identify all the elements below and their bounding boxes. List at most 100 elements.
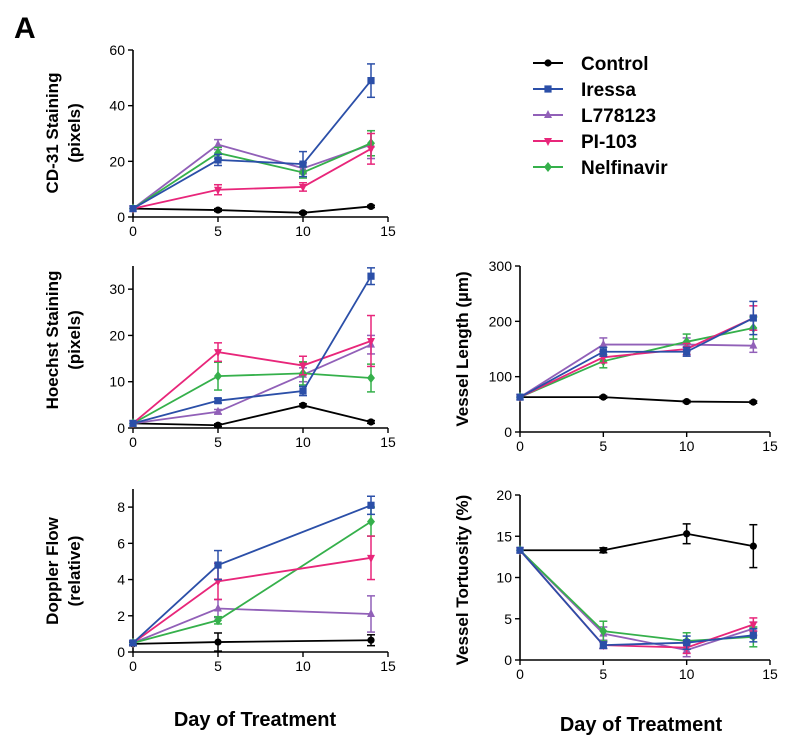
legend-item-pi-103: PI-103 — [533, 132, 637, 153]
chart-doppler: 0 5 10 15 0 2 4 6 8 Doppler Flow (relative) — [43, 489, 396, 674]
series-iressa — [129, 63, 375, 213]
data-point — [516, 546, 524, 554]
series-line-iressa — [519, 549, 754, 647]
x-tick-label: 10 — [295, 434, 311, 450]
legend-marker — [544, 110, 552, 118]
data-point — [214, 578, 222, 587]
x-tick-label: 0 — [516, 666, 524, 682]
series-line-control — [132, 404, 372, 427]
x-tick-label: 10 — [679, 438, 695, 454]
data-point — [214, 406, 222, 415]
data-point — [214, 156, 222, 164]
data-point — [214, 638, 222, 646]
legend-item-iressa: Iressa — [533, 80, 636, 101]
y-tick-label: 100 — [489, 369, 513, 385]
series-line-iressa — [132, 80, 372, 210]
series-l778123 — [129, 334, 375, 427]
series-line-pi-103 — [132, 148, 372, 210]
x-tick-label: 0 — [129, 658, 137, 674]
data-point — [299, 160, 307, 168]
x-tick-label: 5 — [214, 223, 222, 239]
y-tick-label: 4 — [117, 572, 125, 588]
data-point — [516, 393, 524, 401]
series-nelfinavir — [516, 545, 758, 651]
chart-hoechst: 0 5 10 15 0 10 20 30 Hoechst Staining (pixels) — [43, 266, 396, 450]
data-point — [749, 631, 757, 639]
legend-label: L778123 — [581, 106, 656, 127]
data-point — [214, 603, 222, 612]
y-tick-label: 0 — [117, 209, 125, 225]
y-axis-title: Vessel Length (µm) — [453, 271, 472, 426]
series-line-control — [132, 639, 372, 645]
data-point — [599, 348, 607, 356]
data-point — [367, 202, 375, 211]
y-axis-title: CD-31 Staining (pixels) — [43, 73, 84, 194]
series-line-pi-103 — [519, 317, 754, 398]
data-point — [214, 147, 222, 158]
series-pi-103 — [129, 535, 375, 648]
y-tick-label: 0 — [117, 420, 125, 436]
data-point — [599, 546, 607, 554]
y-axis-title-line: (pixels) — [65, 103, 84, 163]
x-tick-label: 10 — [295, 658, 311, 674]
data-point — [599, 393, 607, 401]
y-tick-label: 20 — [496, 487, 512, 503]
y-tick-label: 40 — [109, 98, 125, 114]
y-axis-title: Vessel Tortuosity (%) — [453, 495, 472, 666]
series-line-nelfinavir — [132, 142, 372, 210]
y-axis-title-line: Vessel Tortuosity (%) — [453, 495, 472, 666]
x-tick-label: 0 — [129, 434, 137, 450]
data-point — [367, 554, 375, 563]
data-point — [129, 419, 137, 427]
chart-cd31: 0 5 10 15 0 20 40 60 CD-31 Staining (pixels) — [43, 42, 396, 239]
data-point — [367, 516, 375, 527]
y-axis-title-line: Doppler Flow — [43, 516, 62, 624]
series-nelfinavir — [516, 316, 758, 403]
x-tick-label: 15 — [762, 666, 778, 682]
series-line-nelfinavir — [519, 549, 754, 642]
x-axis-title-right: Day of Treatment — [560, 714, 723, 736]
series-pi-103 — [129, 132, 375, 214]
series-line-iressa — [132, 275, 372, 425]
x-tick-label: 5 — [599, 438, 607, 454]
x-tick-label: 15 — [762, 438, 778, 454]
legend-item-control: Control — [533, 54, 649, 75]
y-tick-label: 10 — [496, 570, 512, 586]
data-point — [367, 418, 375, 426]
series-iressa — [129, 267, 375, 427]
legend-item-nelfinavir: Nelfinavir — [533, 158, 668, 179]
legend-marker — [544, 138, 552, 146]
series-iressa — [516, 300, 758, 401]
x-tick-label: 15 — [380, 434, 396, 450]
y-axis-title: Doppler Flow (relative) — [43, 516, 84, 624]
panel-label: A — [14, 12, 36, 45]
data-point — [214, 186, 222, 195]
y-axis-title-line: Hoechst Staining — [43, 271, 62, 410]
series-line-pi-103 — [519, 549, 754, 649]
data-point — [129, 205, 137, 213]
y-tick-label: 2 — [117, 608, 125, 624]
data-point — [214, 561, 222, 569]
series-line-l778123 — [132, 343, 372, 425]
data-point — [367, 373, 375, 384]
x-tick-label: 15 — [380, 658, 396, 674]
data-point — [214, 397, 222, 405]
series-line-iressa — [519, 317, 754, 398]
legend-item-l778123: L778123 — [533, 106, 656, 127]
data-point — [367, 636, 375, 644]
data-point — [299, 183, 307, 192]
data-point — [683, 348, 691, 356]
series-pi-103 — [516, 305, 758, 403]
legend: Control Iressa L778123 PI-103 Nelfinavir — [533, 54, 668, 179]
legend-marker — [544, 85, 552, 93]
x-tick-label: 5 — [599, 666, 607, 682]
series-line-pi-103 — [132, 556, 372, 644]
y-tick-label: 30 — [109, 281, 125, 297]
data-point — [214, 206, 222, 214]
series-control — [129, 632, 375, 652]
data-point — [599, 641, 607, 649]
legend-label: PI-103 — [581, 132, 637, 153]
series-nelfinavir — [129, 506, 375, 648]
y-axis-title: Hoechst Staining (pixels) — [43, 271, 84, 410]
